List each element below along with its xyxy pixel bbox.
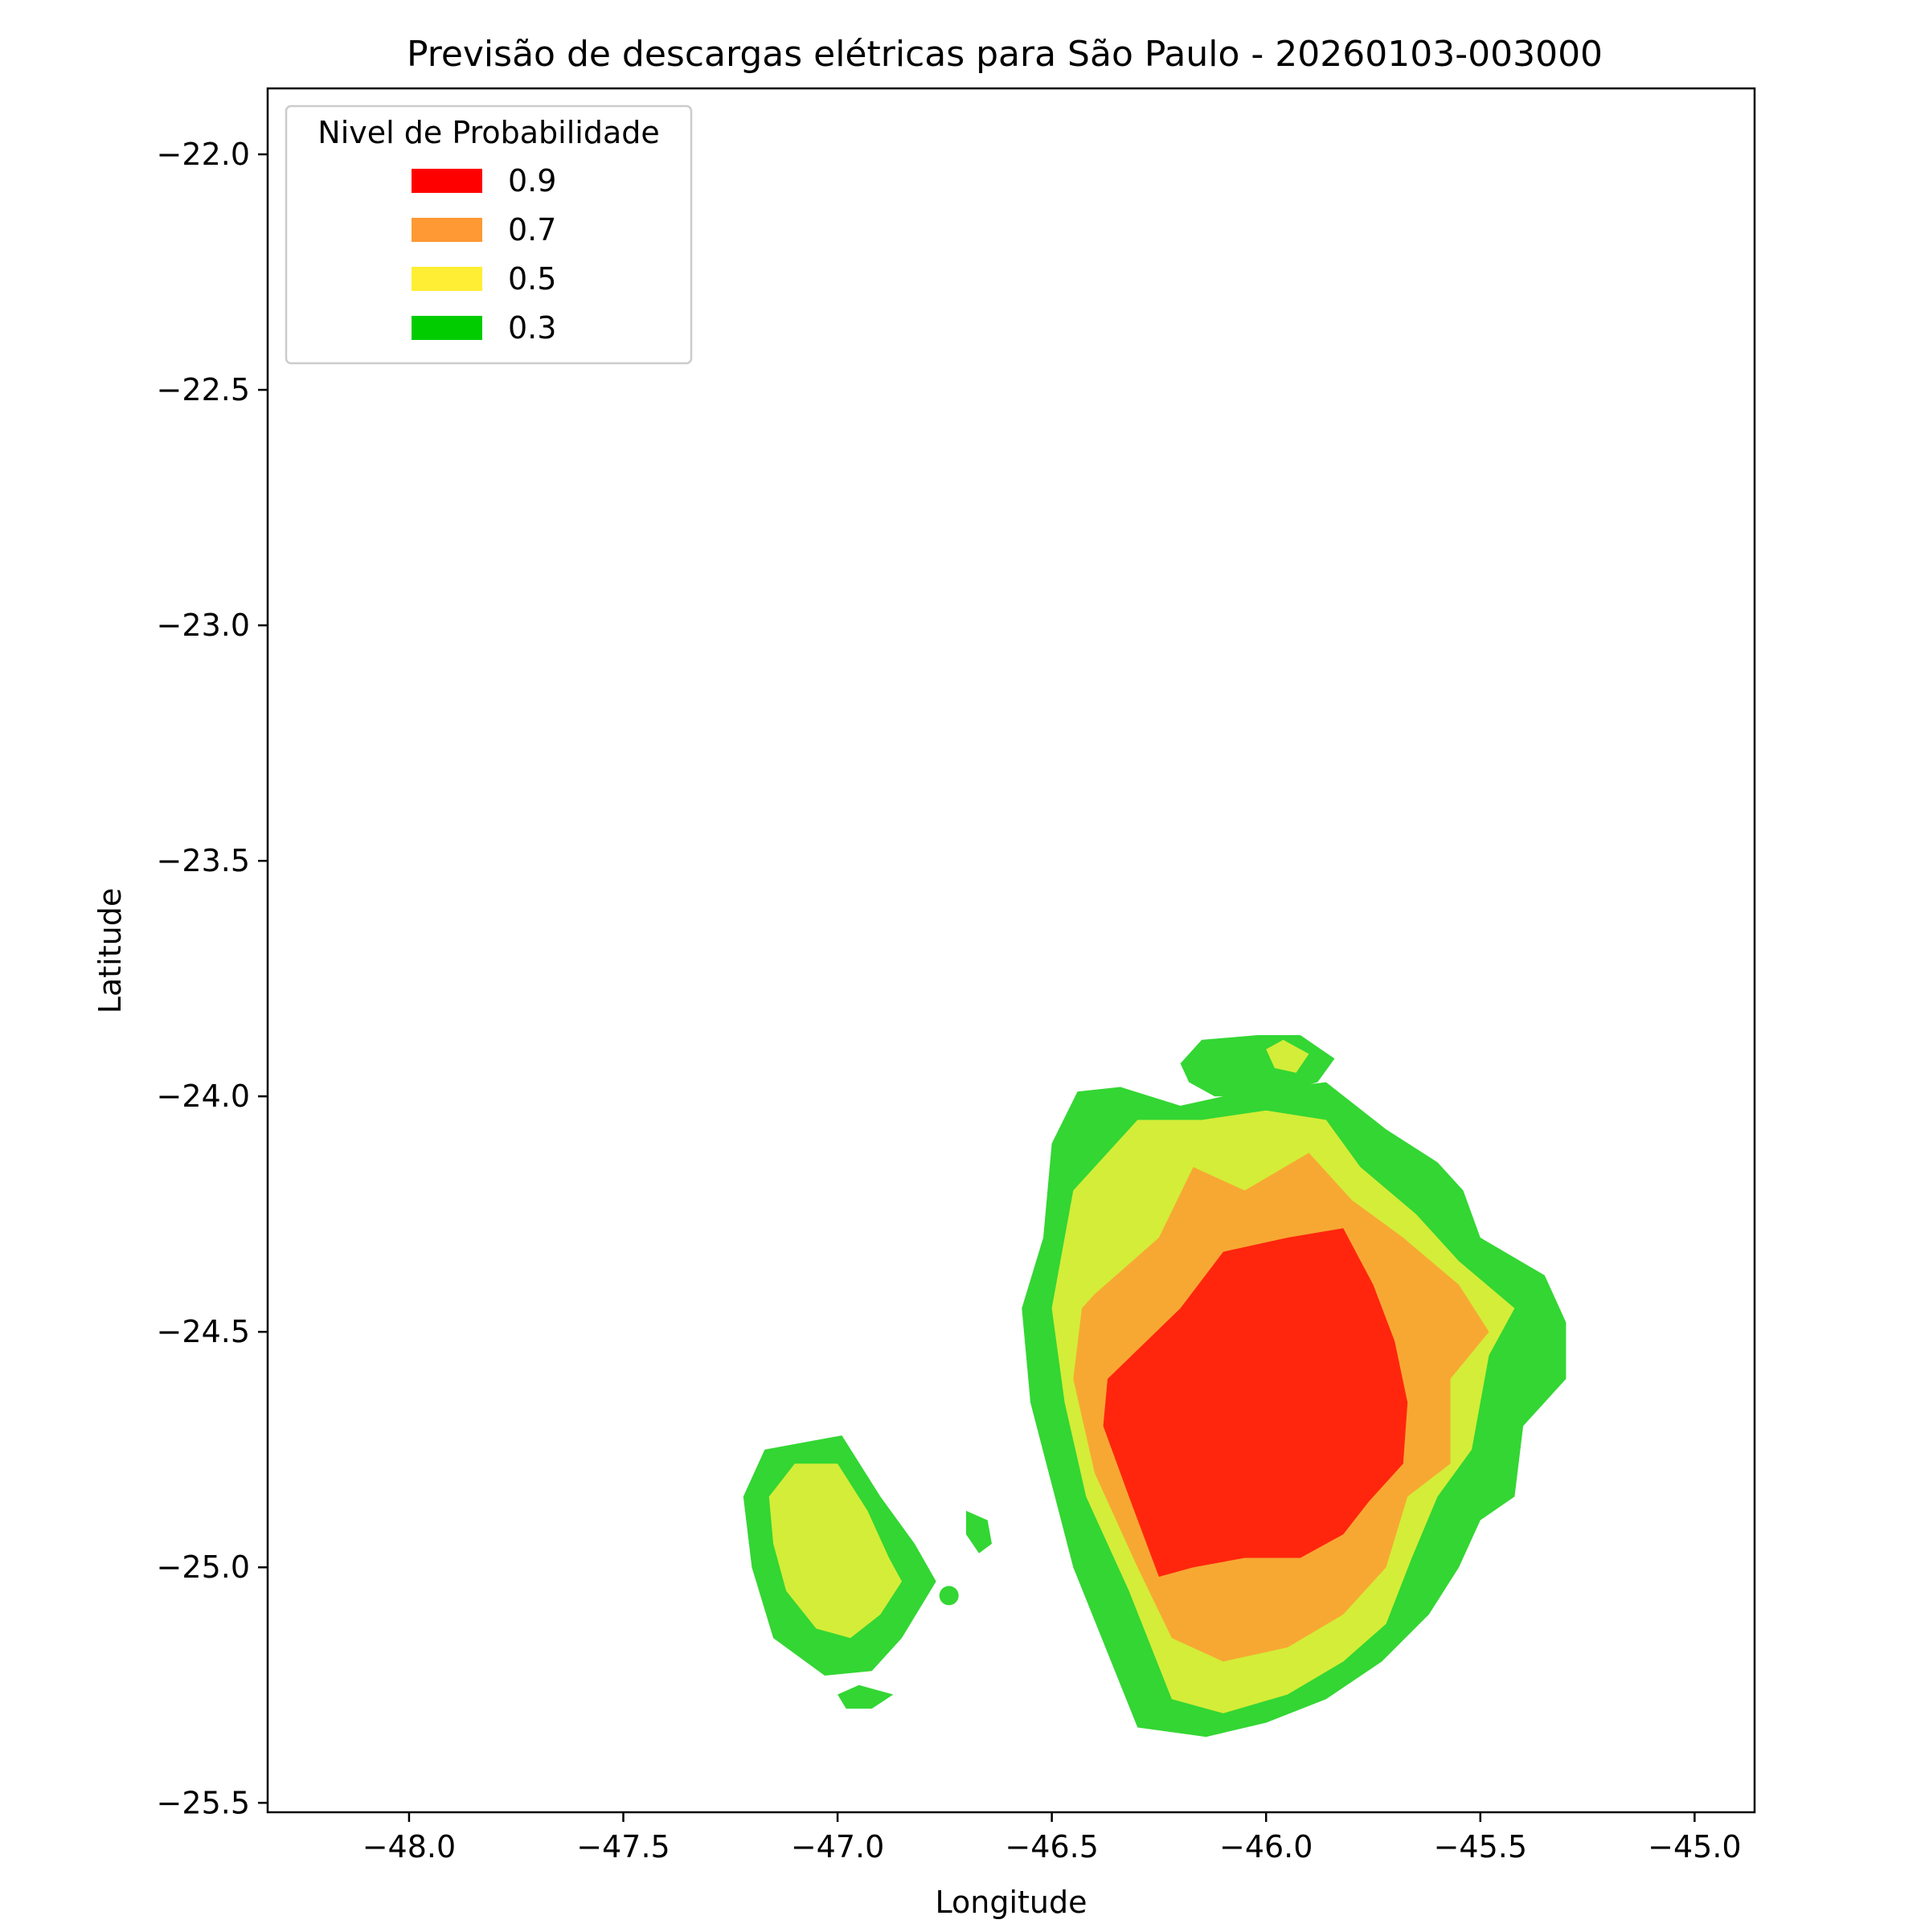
chart-title: Previsão de descargas elétricas para São… [407, 34, 1603, 75]
north-cell-0.5 [1266, 1039, 1309, 1073]
legend-label: 0.3 [508, 310, 556, 346]
legend-title: Nivel de Probabilidade [317, 115, 659, 150]
y-tick-label: −25.0 [157, 1549, 250, 1585]
x-tick-label: −45.5 [1434, 1829, 1527, 1864]
y-tick-label: −25.5 [157, 1785, 250, 1820]
x-axis-label: Longitude [936, 1885, 1087, 1920]
plot-frame [266, 87, 1756, 1814]
x-tick-label: −47.0 [791, 1829, 884, 1864]
contour-regions [743, 1035, 1567, 1738]
y-tick-label: −22.0 [157, 137, 250, 172]
legend-swatch [412, 267, 482, 291]
legend-label: 0.9 [508, 163, 556, 199]
y-tick-label: −24.0 [157, 1079, 250, 1114]
y-axis-label: Latitude [92, 888, 128, 1013]
dot-north [1222, 1062, 1242, 1083]
y-tick-label: −23.0 [157, 608, 250, 643]
west-cell-0.5 [768, 1463, 902, 1639]
legend-swatch [412, 169, 482, 193]
east-fragment-0.3 [966, 1510, 992, 1553]
x-tick-label: −48.0 [362, 1829, 456, 1864]
main-cell-0.9 [1103, 1228, 1408, 1577]
x-tick-label: −46.0 [1219, 1829, 1313, 1864]
dot-west [939, 1586, 959, 1606]
y-tick-label: −24.5 [157, 1314, 250, 1349]
legend: Nivel de Probabilidade 0.9 0.7 0.5 0.3 [285, 104, 693, 365]
legend-swatch [412, 316, 482, 340]
x-axis: −48.0 −47.5 −47.0 −46.5 −46.0 −45.5 −45.0 [362, 1812, 1742, 1864]
y-axis: −22.0 −22.5 −23.0 −23.5 −24.0 −24.5 −25.0 −25.5 [157, 137, 268, 1820]
y-tick-label: −22.5 [157, 372, 250, 407]
legend-swatch [412, 218, 482, 242]
contour-dots [939, 1062, 1242, 1606]
legend-label: 0.7 [508, 212, 556, 248]
west-fragment-0.3 [838, 1684, 894, 1709]
y-tick-label: −23.5 [157, 843, 250, 878]
x-tick-label: −47.5 [576, 1829, 670, 1864]
legend-box [285, 104, 693, 365]
x-tick-label: −45.0 [1648, 1829, 1741, 1864]
legend-label: 0.5 [508, 261, 556, 297]
x-tick-label: −46.5 [1005, 1829, 1098, 1864]
